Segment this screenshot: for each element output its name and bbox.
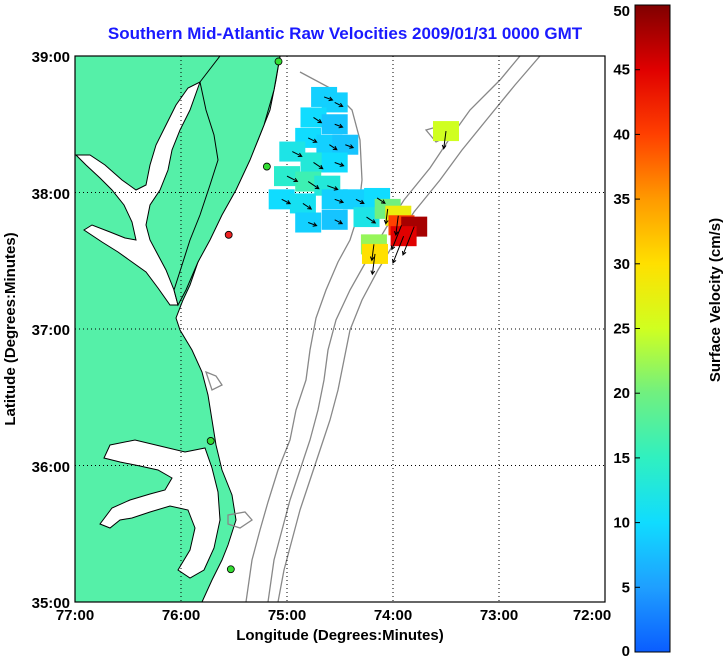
velocity-arrow xyxy=(323,96,334,102)
velocity-arrow xyxy=(391,235,405,264)
colorbar-tick-label: 0 xyxy=(622,643,630,659)
colorbar-tick-label: 45 xyxy=(613,62,630,79)
colorbar-tick-label: 10 xyxy=(613,515,630,532)
x-tick-label: 73:00 xyxy=(480,607,518,624)
x-tick-label: 77:00 xyxy=(56,607,94,624)
velocity-arrow xyxy=(334,101,344,108)
velocity-arrow xyxy=(334,219,344,225)
colorbar-tick-label: 35 xyxy=(613,191,630,208)
velocity-arrow xyxy=(292,151,303,157)
velocity-vectors xyxy=(281,96,447,276)
radar-station-marker xyxy=(226,565,235,574)
plot-frame xyxy=(74,55,606,603)
velocity-arrow xyxy=(307,181,320,190)
radar-station-marker xyxy=(206,437,215,445)
velocity-arrow xyxy=(376,197,386,204)
y-tick-label: 39:00 xyxy=(32,49,70,66)
chart-title: Southern Mid-Atlantic Raw Velocities 200… xyxy=(108,24,583,43)
y-tick-labels: 39:00 38:00 37:00 36:00 35:00 xyxy=(32,49,70,612)
velocity-arrow xyxy=(401,226,415,256)
velocity-arrow xyxy=(345,144,355,149)
velocity-cell xyxy=(361,243,388,264)
pamlico-sound xyxy=(99,439,221,579)
velocity-arrow xyxy=(308,222,318,227)
radar-stations xyxy=(206,57,283,574)
velocity-arrow xyxy=(383,208,389,225)
y-axis-label: Latitude (Degrees:Minutes) xyxy=(2,232,19,425)
velocity-arrow xyxy=(390,225,402,251)
velocity-arrow xyxy=(286,175,299,183)
colorbar-tick-label: 40 xyxy=(613,126,630,143)
velocity-arrow xyxy=(334,123,344,129)
land-delmarva xyxy=(173,56,281,307)
y-tick-label: 36:00 xyxy=(32,459,70,476)
colorbar-tick-label: 15 xyxy=(613,450,630,467)
velocity-arrow xyxy=(441,131,447,150)
velocity-arrow xyxy=(393,215,399,236)
velocity-arrow xyxy=(334,162,345,167)
radar-station-marker xyxy=(224,230,233,239)
radar-station-marker xyxy=(274,57,283,66)
colorbar-tick-label: 5 xyxy=(622,579,630,596)
velocity-arrow xyxy=(307,137,318,143)
velocity-arrow xyxy=(327,185,339,191)
y-tick-label: 37:00 xyxy=(32,322,70,339)
velocity-arrow xyxy=(370,253,376,276)
velocity-arrow xyxy=(329,144,338,151)
x-tick-label: 74:00 xyxy=(374,607,412,624)
velocity-arrow xyxy=(302,203,313,210)
colorbar-tick-label: 20 xyxy=(613,385,630,402)
map-plot-area xyxy=(75,56,605,602)
x-axis-label: Longitude (Degrees:Minutes) xyxy=(236,627,444,644)
x-tick-label: 76:00 xyxy=(162,607,200,624)
colorbar-tick-label: 50 xyxy=(613,3,630,20)
velocity-arrow xyxy=(334,198,345,204)
velocity-arrow xyxy=(369,244,375,262)
radar-station-marker xyxy=(262,162,271,171)
velocity-arrow xyxy=(313,162,324,170)
chesapeake-bay xyxy=(75,80,201,306)
velocity-arrow xyxy=(313,117,323,124)
y-tick-label: 38:00 xyxy=(32,186,70,203)
x-tick-label: 72:00 xyxy=(573,607,611,624)
colorbar-tick-label: 30 xyxy=(613,256,630,273)
velocity-arrow xyxy=(281,198,292,205)
y-tick-label: 35:00 xyxy=(32,595,70,612)
colorbar-label: Surface Velocity (cm/s) xyxy=(707,218,724,382)
colorbar-tick-label: 25 xyxy=(613,321,630,338)
colorbar-gradient xyxy=(634,4,671,653)
velocity-arrow xyxy=(355,198,365,204)
x-tick-labels: 77:00 76:00 75:00 74:00 73:00 72:00 xyxy=(56,607,611,624)
x-tick-label: 75:00 xyxy=(268,607,306,624)
velocity-arrow xyxy=(366,216,377,224)
